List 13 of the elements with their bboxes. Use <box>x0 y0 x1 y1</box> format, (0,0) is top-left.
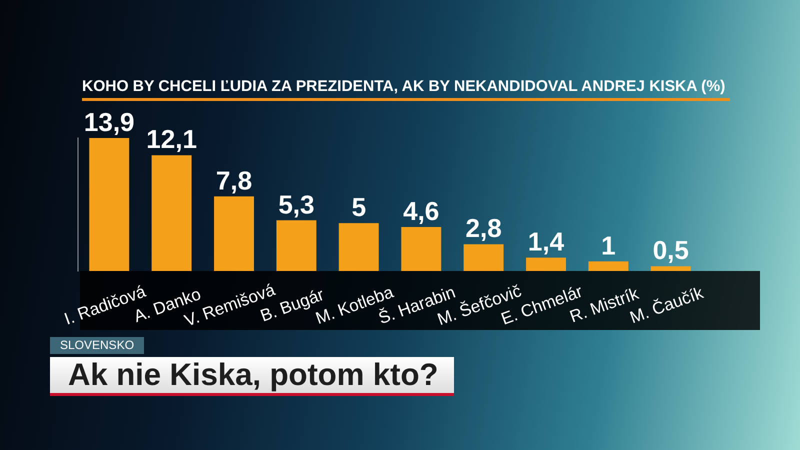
data-label: 5,3 <box>278 189 314 220</box>
data-label: 12,1 <box>146 124 197 154</box>
data-label: 2,8 <box>466 213 502 244</box>
text: SLOVENSKO <box>50 337 144 354</box>
data-label: 7,8 <box>216 165 252 196</box>
data-label: 13,9 <box>84 107 135 137</box>
data-label: 1,4 <box>528 226 565 257</box>
chart-title: KOHO BY CHCELI ĽUDIA ZA PREZIDENTA, AK BY NEKANDIDOVAL ANDREJ KISKA (%) <box>82 78 730 101</box>
data-label: 5 <box>352 192 366 222</box>
data-label: 0,5 <box>652 235 689 266</box>
data-label: 1 <box>601 230 616 260</box>
data-label: 4,6 <box>403 196 440 226</box>
text: Ak nie Kiska, potom kto? <box>50 357 454 396</box>
